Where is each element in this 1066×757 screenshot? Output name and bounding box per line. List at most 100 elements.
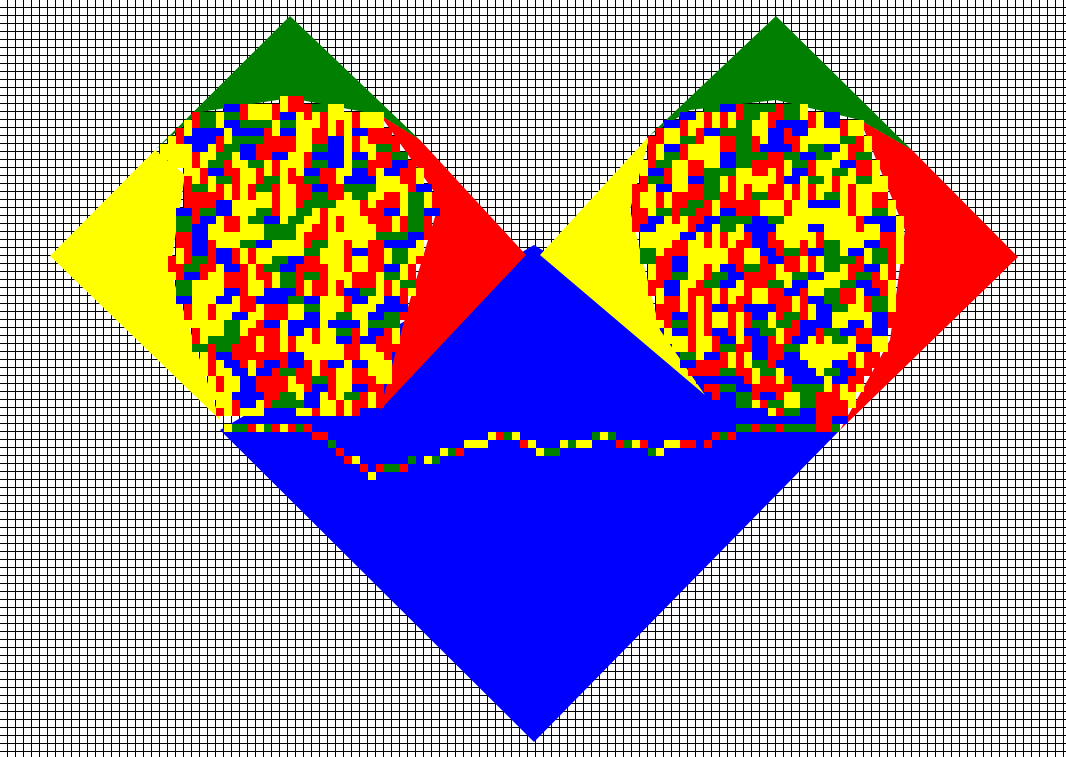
domino-tile: [336, 216, 344, 232]
domino-tile: [352, 296, 368, 304]
domino-tile: [840, 312, 848, 328]
domino-tile: [280, 192, 288, 208]
domino-tile: [792, 280, 808, 288]
domino-tile: [856, 200, 864, 216]
domino-tile: [672, 296, 680, 312]
domino-tile: [184, 136, 200, 144]
domino-tile: [664, 216, 672, 232]
domino-tile: [840, 160, 856, 168]
domino-tile: [360, 320, 368, 336]
domino-tile: [896, 248, 904, 264]
domino-tile: [712, 304, 728, 312]
boundary-tile: [464, 440, 472, 448]
domino-tile: [256, 224, 264, 240]
domino-tile: [240, 144, 256, 152]
domino-tile: [384, 344, 392, 360]
domino-tile: [336, 344, 344, 360]
domino-tile: [800, 304, 808, 320]
domino-tile: [848, 200, 856, 216]
domino-tile: [768, 400, 784, 408]
boundary-tile: [688, 440, 696, 448]
domino-tile: [704, 168, 720, 176]
domino-tile: [248, 344, 256, 360]
domino-tile: [248, 184, 256, 200]
domino-tile: [688, 160, 696, 176]
domino-tile: [776, 384, 784, 400]
domino-tile: [696, 264, 704, 280]
domino-tile: [352, 232, 360, 248]
domino-tile: [208, 344, 216, 360]
domino-tile: [336, 232, 344, 248]
domino-tile: [216, 200, 232, 208]
domino-tile: [792, 120, 808, 128]
domino-tile: [288, 136, 296, 152]
domino-tile: [200, 192, 208, 208]
domino-tile: [704, 288, 712, 304]
domino-tile: [736, 256, 744, 272]
domino-tile: [816, 208, 824, 224]
domino-tile: [312, 184, 328, 192]
domino-tile: [208, 128, 224, 136]
domino-tile: [816, 128, 824, 144]
domino-tile: [424, 216, 432, 232]
domino-tile: [744, 352, 752, 368]
domino-tile: [280, 336, 288, 352]
domino-tile: [800, 224, 808, 240]
domino-tile: [208, 360, 216, 376]
domino-tile: [656, 320, 664, 328]
domino-tile: [832, 272, 840, 288]
domino-tile: [344, 392, 360, 400]
domino-tile: [256, 280, 264, 296]
domino-tile: [664, 312, 672, 328]
domino-tile: [808, 376, 824, 384]
domino-tile: [664, 264, 672, 280]
domino-tile: [784, 176, 800, 184]
domino-tile: [200, 136, 216, 144]
domino-tile: [752, 152, 768, 160]
domino-tile: [856, 368, 864, 384]
domino-tile: [656, 144, 664, 160]
domino-tile: [280, 392, 296, 400]
domino-tile: [288, 320, 304, 328]
domino-tile: [680, 296, 688, 312]
domino-tile: [712, 112, 720, 128]
domino-tile: [808, 200, 824, 208]
domino-tile: [240, 400, 256, 408]
domino-tile: [808, 280, 816, 296]
domino-tile: [272, 304, 280, 320]
domino-tile: [280, 96, 288, 112]
boundary-tile: [368, 472, 376, 480]
domino-tile: [320, 200, 336, 208]
domino-tile: [848, 376, 856, 392]
domino-tile: [208, 336, 224, 344]
domino-tile: [208, 168, 224, 176]
domino-tile: [816, 320, 832, 328]
domino-tile: [176, 280, 192, 288]
domino-tile: [312, 256, 320, 272]
domino-tile: [776, 120, 792, 128]
domino-tile: [200, 352, 208, 368]
boundary-tile: [272, 424, 280, 432]
domino-tile: [232, 232, 240, 248]
domino-tile: [280, 280, 296, 288]
domino-tile: [784, 376, 792, 392]
domino-tile: [744, 288, 752, 304]
domino-tile: [240, 152, 256, 160]
domino-tile: [192, 328, 200, 344]
domino-tile: [288, 240, 296, 256]
domino-tile: [264, 192, 272, 208]
domino-tile: [760, 112, 768, 128]
domino-tile: [304, 136, 312, 152]
domino-tile: [264, 128, 272, 144]
domino-tile: [280, 376, 288, 392]
domino-tile: [776, 288, 784, 304]
domino-tile: [368, 112, 376, 128]
domino-tile: [704, 152, 712, 168]
domino-tile: [776, 408, 784, 416]
domino-tile: [776, 304, 784, 320]
domino-tile: [760, 376, 768, 392]
domino-tile: [248, 312, 256, 328]
domino-tile: [776, 200, 784, 216]
domino-tile: [344, 160, 352, 176]
